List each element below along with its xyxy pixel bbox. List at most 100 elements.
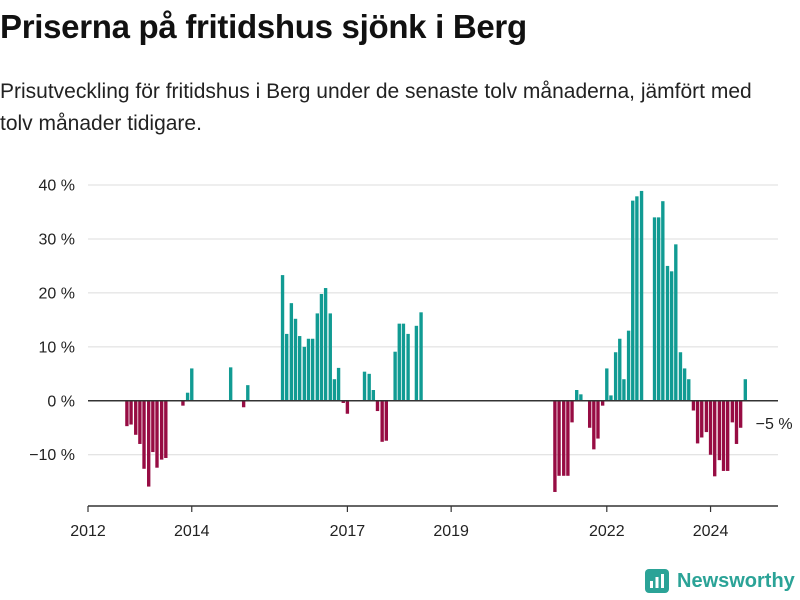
bar: [725, 400, 730, 471]
axes: [87, 400, 778, 512]
x-tick-label: 2022: [589, 523, 625, 540]
bar: [397, 323, 401, 401]
bar: [401, 323, 406, 401]
bars: [125, 190, 748, 492]
bar: [622, 379, 626, 401]
bar: [639, 190, 644, 401]
bar: [367, 373, 371, 401]
bar: [626, 330, 631, 401]
bar: [285, 333, 289, 401]
newsworthy-logo-icon: [645, 569, 669, 593]
bar: [138, 400, 142, 444]
bar: [406, 333, 410, 401]
bar: [687, 379, 691, 401]
bar: [605, 368, 609, 401]
brand-name: Newsworthy: [677, 569, 795, 592]
bar: [682, 368, 687, 401]
bar: [190, 368, 194, 401]
bar: [384, 400, 388, 441]
chart-subtitle: Prisutveckling för fritidshus i Berg und…: [0, 80, 752, 135]
bar: [691, 400, 696, 411]
bar: [332, 379, 337, 401]
bar: [557, 400, 561, 476]
bar: [142, 400, 146, 469]
y-tick-label: −10 %: [29, 447, 75, 464]
bar: [319, 293, 324, 401]
bar: [302, 346, 307, 401]
y-tick-label: 30 %: [39, 231, 75, 248]
newsworthy-logo: Newsworthy: [645, 569, 795, 593]
bar: [375, 400, 380, 412]
bar: [155, 400, 159, 468]
bar: [293, 318, 298, 401]
x-tick-label: 2024: [693, 523, 729, 540]
bar: [575, 390, 579, 401]
y-tick-label: 0 %: [47, 393, 75, 410]
bar: [164, 400, 168, 458]
bar: [730, 400, 735, 423]
bar: [306, 338, 311, 401]
bar: [371, 390, 376, 401]
y-tick-label: 20 %: [39, 285, 75, 302]
bar: [631, 200, 635, 401]
bar: [713, 400, 717, 477]
bar: [661, 201, 665, 401]
bar: [185, 392, 190, 401]
bar: [181, 400, 185, 406]
bar: [652, 217, 657, 401]
bar: [613, 352, 618, 401]
bar: [618, 338, 622, 401]
axis-labels: −10 % 0 % 10 % 20 % 30 % 40 % 2012 2014 2017 2019…: [29, 178, 792, 541]
x-tick-label: 2019: [433, 523, 469, 540]
bar: [147, 400, 151, 487]
bar: [289, 303, 294, 401]
bar: [592, 400, 596, 450]
last-value-annotation: −5 %: [756, 416, 793, 433]
bar: [125, 400, 129, 427]
bar: [362, 371, 367, 401]
bar: [134, 400, 138, 435]
bar: [635, 196, 639, 401]
bar: [323, 288, 328, 401]
bar: [241, 400, 246, 408]
bar: [656, 217, 661, 401]
bar: [708, 400, 713, 455]
bar: [345, 400, 350, 414]
bar: [734, 400, 739, 444]
bar: [280, 275, 285, 401]
bar: [159, 400, 164, 460]
bar: [695, 400, 700, 444]
bar: [393, 351, 397, 401]
x-tick-label: 2012: [70, 523, 106, 540]
bar: [562, 400, 566, 476]
bar: [596, 400, 600, 439]
bar: [336, 367, 341, 401]
bar: [738, 400, 743, 428]
bar: [310, 338, 315, 401]
bar: [743, 379, 748, 401]
bar: [579, 394, 583, 401]
bar: [700, 400, 704, 438]
bar: [721, 400, 726, 471]
bar: [553, 400, 557, 492]
page-title: Priserna på fritidshus sjönk i Berg: [0, 8, 527, 45]
bar: [669, 271, 674, 401]
x-tick-label: 2017: [330, 523, 366, 540]
y-tick-label: 10 %: [39, 339, 75, 356]
bar: [380, 400, 384, 442]
bar: [246, 385, 250, 401]
bar: [228, 367, 233, 401]
bar: [297, 336, 302, 401]
bar: [341, 400, 345, 403]
x-tick-label: 2014: [174, 523, 210, 540]
bar: [414, 325, 419, 401]
y-tick-label: 40 %: [39, 178, 75, 195]
bar: [674, 244, 678, 401]
bar: [678, 352, 683, 401]
bar: [600, 400, 605, 406]
bar: [665, 265, 670, 401]
bar: [151, 400, 155, 453]
bar: [717, 400, 722, 461]
bar: [704, 400, 709, 433]
